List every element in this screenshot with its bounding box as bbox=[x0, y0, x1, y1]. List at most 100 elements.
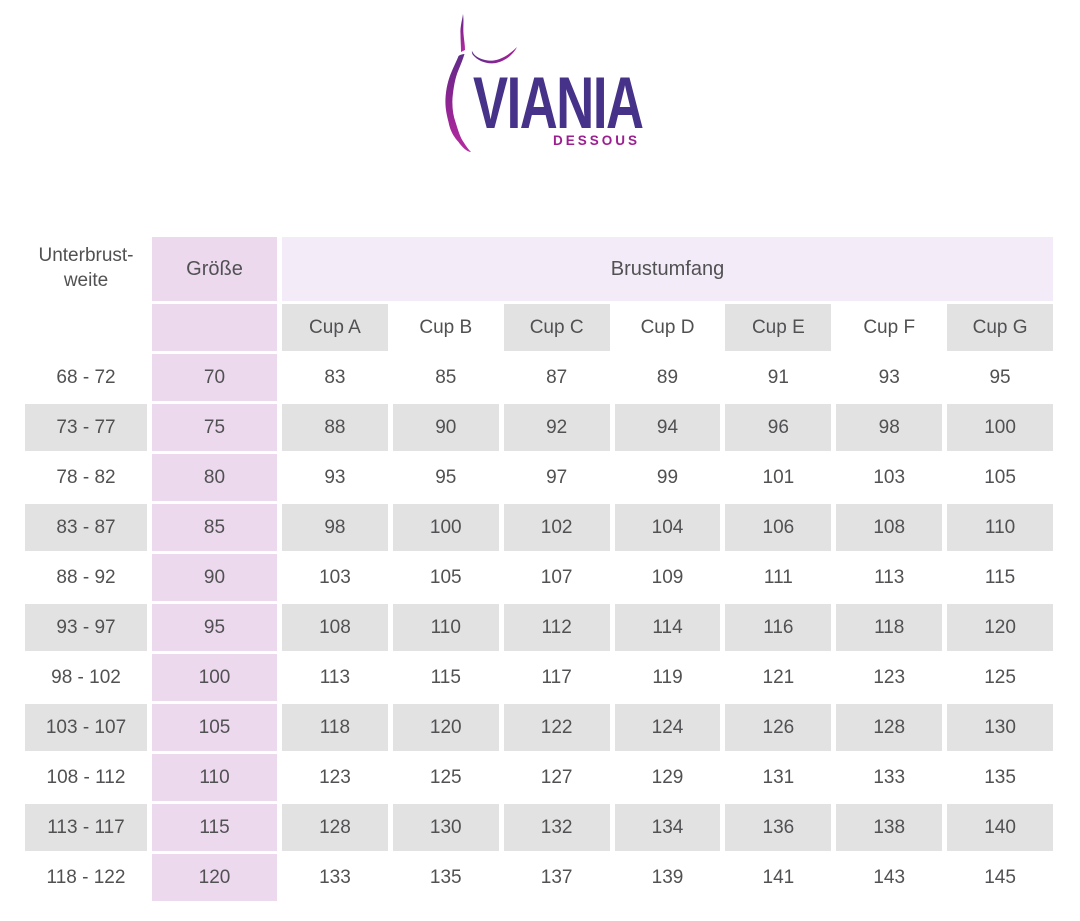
measurement-cell: 95 bbox=[989, 366, 1011, 388]
measurement-cell: 91 bbox=[767, 366, 789, 388]
size-column-spacer bbox=[152, 304, 277, 351]
measurement-cell: 127 bbox=[540, 766, 573, 788]
measurement-cell: 115 bbox=[984, 566, 1016, 588]
underbust-range-cell: 118 - 122 bbox=[46, 866, 126, 888]
measurement-cell: 133 bbox=[319, 866, 351, 888]
underbust-range-cell: 108 - 112 bbox=[46, 766, 126, 788]
measurement-cell: 120 bbox=[947, 604, 1053, 651]
measurement-cell: 102 bbox=[503, 504, 610, 551]
size-cell: 85 bbox=[152, 504, 277, 551]
measurement-cell: 115 bbox=[430, 666, 461, 688]
female-silhouette-icon bbox=[445, 14, 517, 152]
measurement-cell: 105 bbox=[984, 466, 1016, 488]
measurement-cell: 119 bbox=[652, 666, 683, 688]
measurement-cell: 141 bbox=[762, 866, 795, 888]
measurement-cell: 87 bbox=[546, 366, 568, 388]
measurement-cell: 121 bbox=[762, 666, 795, 688]
cup-header-g: Cup G bbox=[947, 304, 1053, 351]
underbust-range-cell: 93 - 97 bbox=[25, 604, 147, 651]
measurement-cell: 105 bbox=[429, 566, 462, 588]
size-cell: 120 bbox=[152, 854, 277, 901]
underbust-header: Unterbrust- weite bbox=[25, 237, 147, 301]
size-cell: 115 bbox=[152, 804, 277, 851]
cup-header-b: Cup B bbox=[419, 316, 473, 338]
measurement-cell: 128 bbox=[282, 804, 388, 851]
measurement-cell: 108 bbox=[282, 604, 388, 651]
cup-header-d: Cup D bbox=[640, 316, 695, 338]
measurement-cell: 130 bbox=[392, 804, 499, 851]
measurement-cell: 94 bbox=[614, 404, 721, 451]
measurement-cell: 134 bbox=[614, 804, 721, 851]
size-cell: 105 bbox=[152, 704, 277, 751]
underbust-range-cell: 83 - 87 bbox=[25, 504, 147, 551]
measurement-cell: 132 bbox=[503, 804, 610, 851]
measurement-cell: 113 bbox=[319, 666, 351, 688]
measurement-cell: 90 bbox=[392, 404, 499, 451]
measurement-cell: 112 bbox=[503, 604, 610, 651]
measurement-cell: 101 bbox=[762, 466, 795, 488]
cup-header-f: Cup F bbox=[863, 316, 916, 338]
cup-header-a: Cup A bbox=[282, 304, 388, 351]
cup-header-c: Cup C bbox=[503, 304, 610, 351]
bust-span-header: Brustumfang bbox=[282, 237, 1053, 301]
measurement-cell: 128 bbox=[836, 704, 943, 751]
measurement-cell: 135 bbox=[984, 766, 1016, 788]
measurement-cell: 124 bbox=[614, 704, 721, 751]
underbust-range-cell: 113 - 117 bbox=[25, 804, 147, 851]
measurement-cell: 85 bbox=[435, 366, 457, 388]
size-chart: Unterbrust- weite Größe Brustumfang Cup … bbox=[25, 237, 1053, 901]
measurement-cell: 103 bbox=[873, 466, 906, 488]
measurement-cell: 99 bbox=[656, 466, 679, 488]
underbust-header-line2: weite bbox=[63, 270, 109, 291]
measurement-cell: 131 bbox=[762, 766, 795, 788]
measurement-cell: 123 bbox=[873, 666, 906, 688]
measurement-cell: 103 bbox=[319, 566, 351, 588]
brand-name: VIANIA bbox=[473, 63, 644, 144]
underbust-range-cell: 68 - 72 bbox=[56, 366, 116, 388]
brand-subtitle: DESSOUS bbox=[552, 133, 640, 148]
measurement-cell: 129 bbox=[651, 766, 684, 788]
measurement-cell: 130 bbox=[947, 704, 1053, 751]
measurement-cell: 123 bbox=[319, 766, 351, 788]
size-cell: 75 bbox=[152, 404, 277, 451]
measurement-cell: 100 bbox=[392, 504, 499, 551]
measurement-cell: 109 bbox=[651, 566, 684, 588]
underbust-range-cell: 98 - 102 bbox=[51, 666, 121, 688]
measurement-cell: 120 bbox=[392, 704, 499, 751]
measurement-cell: 104 bbox=[614, 504, 721, 551]
size-cell: 80 bbox=[152, 454, 277, 501]
size-header: Größe bbox=[152, 237, 277, 301]
measurement-cell: 118 bbox=[836, 604, 943, 651]
measurement-cell: 143 bbox=[873, 866, 906, 888]
measurement-cell: 93 bbox=[324, 466, 346, 488]
measurement-cell: 145 bbox=[984, 866, 1016, 888]
underbust-range-cell: 78 - 82 bbox=[56, 466, 116, 488]
measurement-cell: 93 bbox=[878, 366, 900, 388]
measurement-cell: 96 bbox=[725, 404, 832, 451]
measurement-cell: 139 bbox=[651, 866, 684, 888]
measurement-cell: 140 bbox=[947, 804, 1053, 851]
measurement-cell: 125 bbox=[429, 766, 462, 788]
spacer-cell bbox=[25, 304, 147, 351]
underbust-range-cell: 88 - 92 bbox=[56, 566, 116, 588]
measurement-cell: 133 bbox=[873, 766, 906, 788]
measurement-cell: 113 bbox=[874, 566, 905, 588]
underbust-header-line1: Unterbrust- bbox=[38, 245, 134, 267]
measurement-cell: 135 bbox=[429, 866, 462, 888]
measurement-cell: 98 bbox=[282, 504, 388, 551]
measurement-cell: 122 bbox=[503, 704, 610, 751]
size-cell: 90 bbox=[152, 554, 277, 601]
measurement-cell: 125 bbox=[984, 666, 1016, 688]
size-cell: 100 bbox=[152, 654, 277, 701]
measurement-cell: 107 bbox=[540, 566, 573, 588]
measurement-cell: 89 bbox=[656, 366, 679, 388]
measurement-cell: 110 bbox=[947, 504, 1053, 551]
measurement-cell: 111 bbox=[763, 566, 793, 588]
brand-logo: VIANIA DESSOUS bbox=[437, 12, 657, 162]
underbust-range-cell: 73 - 77 bbox=[25, 404, 147, 451]
measurement-cell: 98 bbox=[836, 404, 943, 451]
measurement-cell: 95 bbox=[435, 466, 457, 488]
measurement-cell: 116 bbox=[725, 604, 832, 651]
measurement-cell: 108 bbox=[836, 504, 943, 551]
